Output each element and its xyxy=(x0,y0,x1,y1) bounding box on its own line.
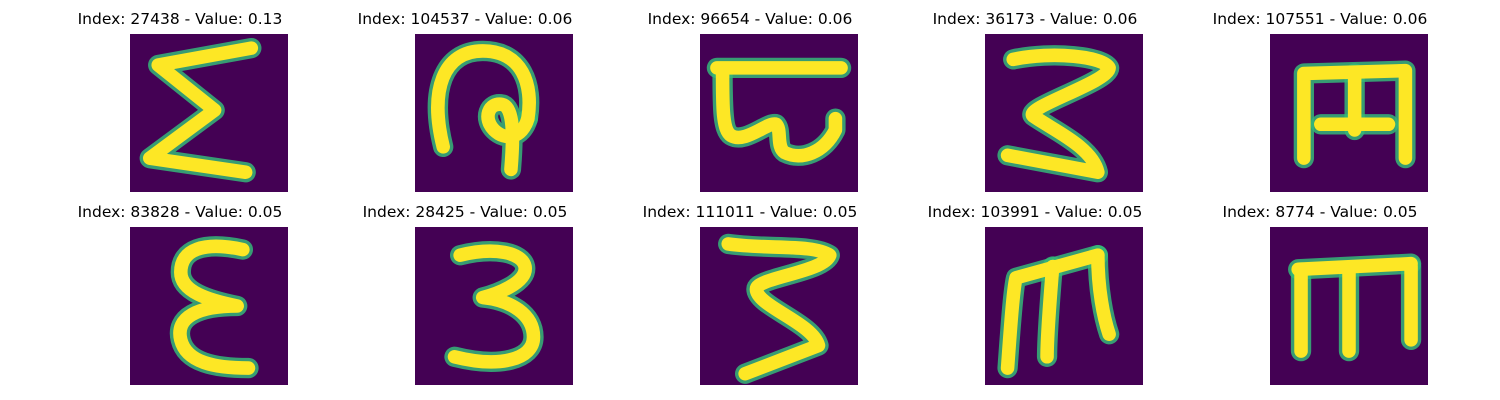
panel-title: Index: 96654 - Value: 0.06 xyxy=(647,10,853,28)
image-panel: Index: 8774 - Value: 0.05 xyxy=(1170,193,1470,385)
panel-title: Index: 111011 - Value: 0.05 xyxy=(642,203,858,221)
panel-title: Index: 107551 - Value: 0.06 xyxy=(1212,10,1428,28)
panel-title: Index: 28425 - Value: 0.05 xyxy=(362,203,568,221)
glyph-stroke xyxy=(1040,259,1060,364)
glyph-stroke xyxy=(447,244,541,369)
glyph-z-s xyxy=(997,45,1120,183)
image-panel: Index: 27438 - Value: 0.13 xyxy=(30,0,330,192)
glyph-bar-curl xyxy=(706,57,852,166)
glyph-stroke xyxy=(142,41,259,180)
glyph-z-s2 xyxy=(718,233,840,384)
glyph-three xyxy=(444,241,544,372)
glyph-stroke xyxy=(431,44,536,154)
glyph-stroke xyxy=(1291,256,1418,277)
character-image xyxy=(1270,34,1428,192)
image-panel: Index: 83828 - Value: 0.05 xyxy=(30,193,330,385)
glyph-stroke xyxy=(1091,248,1116,341)
glyph-stroke xyxy=(715,66,843,163)
glyph-m-lean xyxy=(997,245,1120,379)
image-panel: Index: 104537 - Value: 0.06 xyxy=(315,0,615,192)
character-image xyxy=(415,34,573,192)
character-image xyxy=(985,34,1143,192)
glyph-stroke xyxy=(481,97,535,177)
panel-title: Index: 103991 - Value: 0.05 xyxy=(927,203,1143,221)
glyph-epsilon xyxy=(169,236,259,379)
character-image xyxy=(130,227,288,385)
panel-title: Index: 27438 - Value: 0.13 xyxy=(77,10,283,28)
panel-title: Index: 36173 - Value: 0.06 xyxy=(932,10,1138,28)
glyph-m-block xyxy=(1293,60,1416,169)
image-panel: Index: 36173 - Value: 0.06 xyxy=(885,0,1185,192)
glyph-loop xyxy=(427,40,540,180)
image-panel: Index: 107551 - Value: 0.06 xyxy=(1170,0,1470,192)
image-panel: Index: 28425 - Value: 0.05 xyxy=(315,193,615,385)
panel-title: Index: 104537 - Value: 0.06 xyxy=(357,10,573,28)
glyph-m-legs xyxy=(1288,253,1422,362)
panel-title: Index: 83828 - Value: 0.05 xyxy=(77,203,283,221)
character-image xyxy=(130,34,288,192)
panel-title: Index: 8774 - Value: 0.05 xyxy=(1222,203,1418,221)
character-image xyxy=(700,227,858,385)
character-image xyxy=(1270,227,1428,385)
glyph-stroke xyxy=(721,237,837,381)
character-image xyxy=(985,227,1143,385)
glyph-stroke xyxy=(1000,48,1116,180)
glyph-stroke xyxy=(173,239,256,375)
glyph-stroke xyxy=(1000,248,1105,375)
image-panel: Index: 103991 - Value: 0.05 xyxy=(885,193,1185,385)
image-panel: Index: 111011 - Value: 0.05 xyxy=(600,193,900,385)
character-image xyxy=(700,34,858,192)
image-panel: Index: 96654 - Value: 0.06 xyxy=(600,0,900,192)
character-image xyxy=(415,227,573,385)
glyph-sigma xyxy=(139,37,262,183)
